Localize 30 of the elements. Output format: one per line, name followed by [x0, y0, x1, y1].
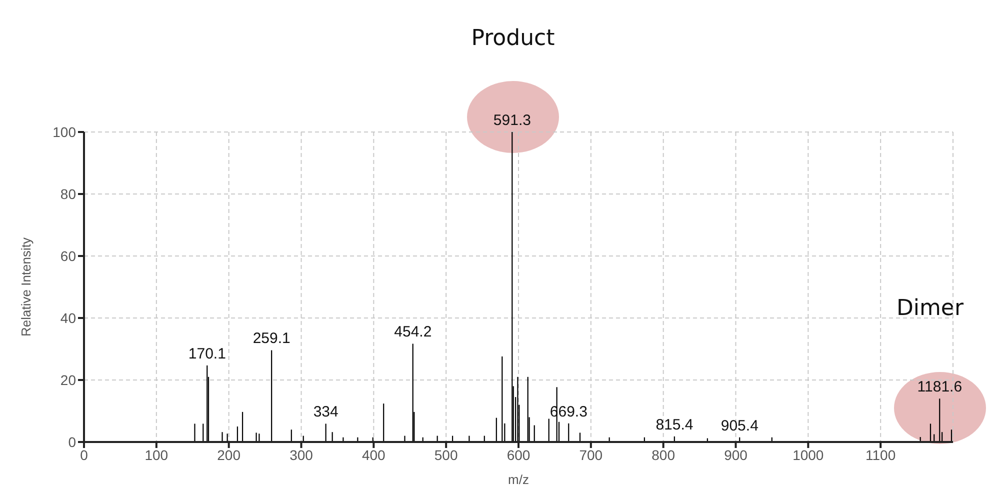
x-tick-label: 900 — [724, 446, 748, 463]
text: Product — [471, 26, 556, 51]
annotation: 259.1 — [252, 330, 290, 348]
x-tick-label: 800 — [652, 446, 676, 463]
y-tick-label: 40 — [60, 310, 76, 326]
y-tick-label: 80 — [60, 186, 76, 202]
annotation: 905.4 — [720, 417, 758, 434]
y-tick-label: 100 — [52, 124, 76, 140]
annotation: 1181.6 — [917, 378, 962, 396]
x-tick-label: 500 — [434, 446, 458, 463]
x-tick-label: 700 — [579, 446, 603, 463]
x-tick-label: 100 — [144, 446, 168, 463]
x-tick-label: 300 — [290, 446, 314, 463]
annotation: 334 — [313, 404, 338, 421]
x-tick-label: 1000 — [792, 446, 824, 463]
x-tick-label: 400 — [362, 446, 386, 463]
x-tick-label: 1100 — [866, 446, 896, 463]
annotation: 815.4 — [656, 416, 694, 434]
x-tick-label: 200 — [217, 446, 241, 463]
y-tick-label: 0 — [68, 434, 76, 450]
y-axis-title: Relative Intensity — [18, 237, 34, 336]
x-axis-title: m/z — [508, 472, 529, 487]
x-tick-label: 0 — [80, 446, 88, 463]
x-tick-label: 600 — [506, 446, 530, 463]
y-tick-label: 20 — [60, 372, 76, 388]
annotation: 170.1 — [188, 345, 226, 362]
annotation: Dimer — [896, 296, 964, 321]
y-tick-label: 60 — [60, 248, 76, 264]
annotation: 454.2 — [394, 324, 432, 341]
annotation: 591.3 — [493, 112, 531, 129]
